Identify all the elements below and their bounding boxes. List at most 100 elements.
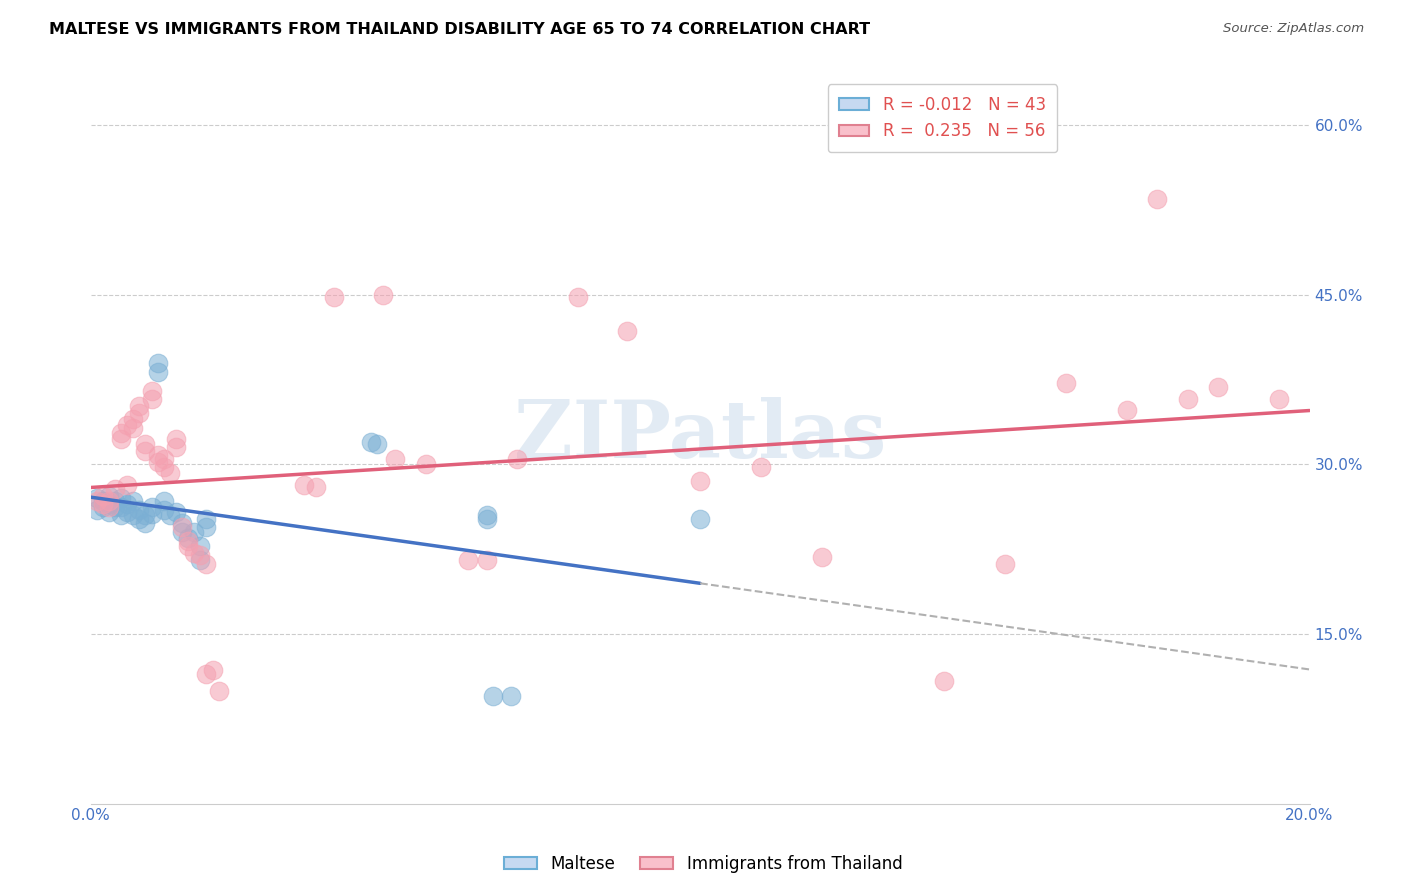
Point <box>165 505 187 519</box>
Point <box>86 502 108 516</box>
Point <box>811 550 834 565</box>
Point <box>201 663 224 677</box>
Point <box>195 666 218 681</box>
Legend: R = -0.012   N = 43, R =  0.235   N = 56: R = -0.012 N = 43, R = 0.235 N = 56 <box>828 84 1057 152</box>
Point <box>482 689 505 703</box>
Point <box>146 355 169 369</box>
Point <box>141 500 163 515</box>
Point <box>86 491 108 506</box>
Point <box>91 497 114 511</box>
Point <box>128 407 150 421</box>
Point <box>141 384 163 398</box>
Point <box>110 425 132 440</box>
Point <box>207 683 229 698</box>
Point <box>128 511 150 525</box>
Point <box>122 508 145 523</box>
Point <box>170 516 193 530</box>
Point <box>122 493 145 508</box>
Point <box>115 417 138 432</box>
Point <box>170 519 193 533</box>
Point <box>1177 392 1199 406</box>
Point <box>146 455 169 469</box>
Point <box>366 437 388 451</box>
Point <box>165 441 187 455</box>
Point <box>689 511 711 525</box>
Point <box>1146 192 1168 206</box>
Point <box>188 539 211 553</box>
Point <box>475 511 498 525</box>
Point <box>122 421 145 435</box>
Point <box>195 519 218 533</box>
Point <box>91 493 114 508</box>
Point <box>195 557 218 571</box>
Point <box>86 493 108 508</box>
Point <box>932 674 955 689</box>
Point <box>128 399 150 413</box>
Point <box>97 497 120 511</box>
Point <box>1054 376 1077 390</box>
Point <box>91 489 114 503</box>
Text: ZIPatlas: ZIPatlas <box>515 397 886 475</box>
Point <box>115 505 138 519</box>
Point <box>97 493 120 508</box>
Legend: Maltese, Immigrants from Thailand: Maltese, Immigrants from Thailand <box>496 848 910 880</box>
Point <box>501 689 523 703</box>
Point <box>506 451 529 466</box>
Point <box>305 480 328 494</box>
Point <box>97 500 120 515</box>
Point <box>616 324 638 338</box>
Point <box>97 505 120 519</box>
Point <box>994 557 1017 571</box>
Point <box>104 482 127 496</box>
Point <box>152 502 174 516</box>
Point <box>689 475 711 489</box>
Point <box>152 459 174 474</box>
Point <box>323 290 346 304</box>
Point <box>97 489 120 503</box>
Point <box>188 553 211 567</box>
Point <box>159 508 181 523</box>
Point <box>475 553 498 567</box>
Point <box>165 433 187 447</box>
Point <box>360 434 382 449</box>
Point <box>384 451 406 466</box>
Point <box>115 497 138 511</box>
Point <box>177 534 200 549</box>
Point <box>110 491 132 506</box>
Point <box>373 287 395 301</box>
Point <box>104 500 127 515</box>
Point <box>1115 403 1137 417</box>
Text: MALTESE VS IMMIGRANTS FROM THAILAND DISABILITY AGE 65 TO 74 CORRELATION CHART: MALTESE VS IMMIGRANTS FROM THAILAND DISA… <box>49 22 870 37</box>
Point <box>1206 380 1229 394</box>
Point <box>195 511 218 525</box>
Point <box>146 448 169 462</box>
Point <box>104 493 127 508</box>
Text: Source: ZipAtlas.com: Source: ZipAtlas.com <box>1223 22 1364 36</box>
Point <box>91 500 114 515</box>
Point <box>183 545 205 559</box>
Point <box>110 508 132 523</box>
Point <box>415 458 437 472</box>
Point <box>567 290 589 304</box>
Point <box>122 412 145 426</box>
Point <box>170 525 193 540</box>
Point <box>749 459 772 474</box>
Point <box>141 392 163 406</box>
Point <box>159 467 181 481</box>
Point <box>152 493 174 508</box>
Point <box>110 433 132 447</box>
Point <box>134 508 156 523</box>
Point <box>110 500 132 515</box>
Point <box>146 365 169 379</box>
Point <box>1268 392 1291 406</box>
Point <box>292 477 315 491</box>
Point <box>134 516 156 530</box>
Point <box>141 507 163 521</box>
Point <box>183 525 205 540</box>
Point <box>152 451 174 466</box>
Point <box>115 477 138 491</box>
Point <box>134 437 156 451</box>
Point <box>188 548 211 562</box>
Point <box>457 553 479 567</box>
Point <box>134 443 156 458</box>
